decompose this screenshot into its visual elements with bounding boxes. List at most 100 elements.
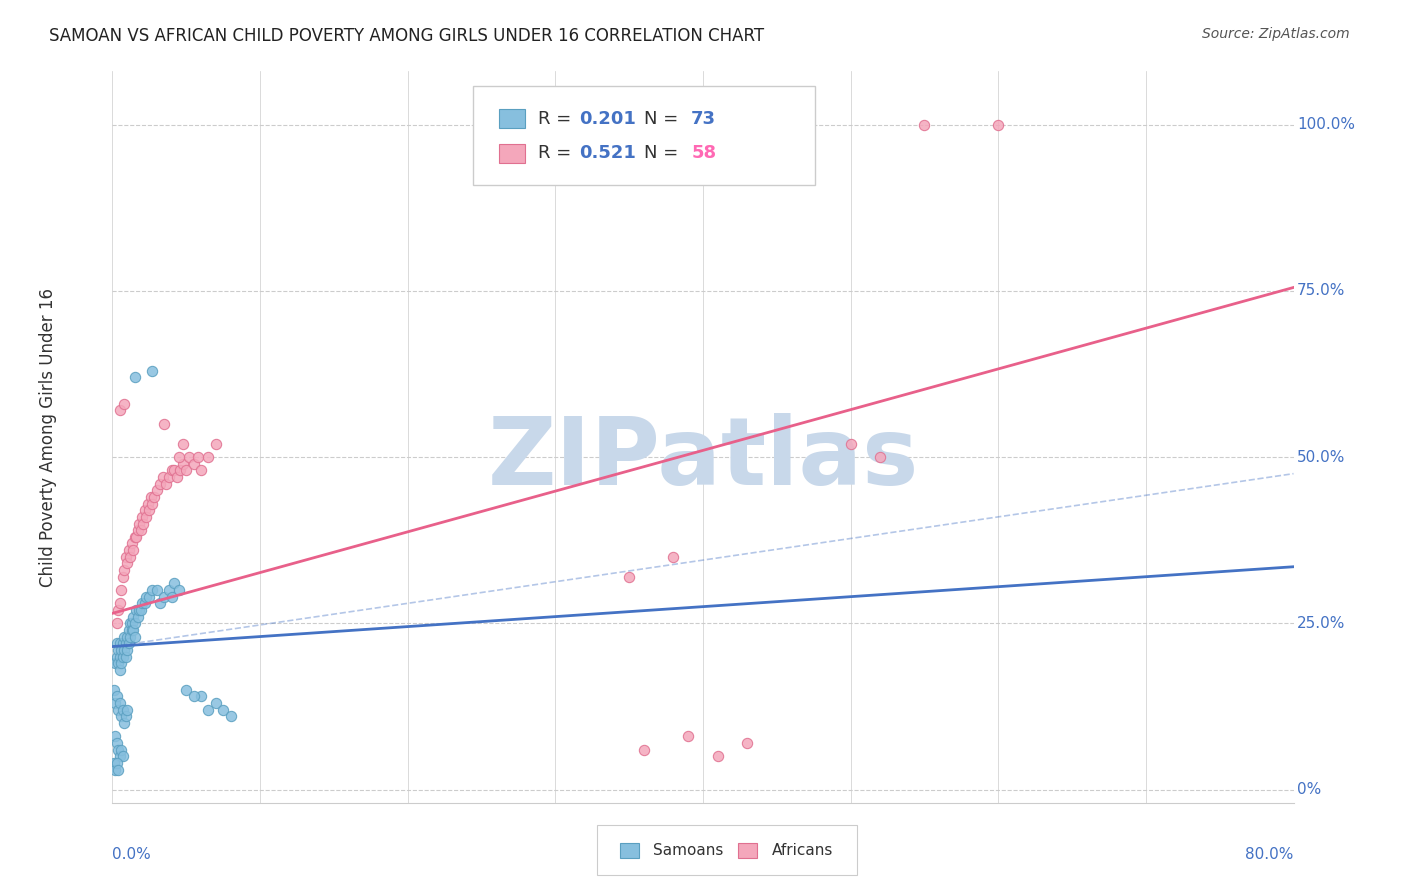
Point: [179, 450, 201, 464]
Text: SAMOAN VS AFRICAN CHILD POVERTY AMONG GIRLS UNDER 16 CORRELATION CHART: SAMOAN VS AFRICAN CHILD POVERTY AMONG GI…: [49, 27, 765, 45]
Text: Child Poverty Among Girls Under 16: Child Poverty Among Girls Under 16: [38, 287, 56, 587]
Point: [105, 690, 128, 704]
Point: [160, 463, 183, 477]
Point: [166, 470, 188, 484]
Point: [120, 616, 142, 631]
Point: [163, 576, 186, 591]
Point: [117, 703, 138, 717]
Point: [107, 643, 129, 657]
Point: [163, 463, 186, 477]
Point: [131, 509, 153, 524]
Text: N =: N =: [644, 110, 683, 128]
Point: [107, 742, 129, 756]
Point: [839, 436, 862, 450]
Point: [111, 636, 134, 650]
Text: Source: ZipAtlas.com: Source: ZipAtlas.com: [1202, 27, 1350, 41]
Point: [128, 516, 150, 531]
Text: 80.0%: 80.0%: [1246, 847, 1294, 862]
Bar: [620, 843, 640, 858]
Point: [869, 450, 891, 464]
Bar: [499, 144, 524, 163]
Point: [124, 530, 146, 544]
Point: [117, 557, 138, 571]
Point: [678, 729, 700, 743]
Text: 25.0%: 25.0%: [1298, 615, 1346, 631]
Point: [108, 403, 131, 417]
Point: [108, 663, 131, 677]
Text: N =: N =: [644, 145, 683, 162]
Point: [125, 530, 148, 544]
Point: [108, 749, 131, 764]
Point: [111, 570, 134, 584]
Point: [129, 523, 152, 537]
Point: [169, 463, 191, 477]
Point: [110, 742, 132, 756]
Point: [183, 690, 205, 704]
Point: [121, 616, 143, 631]
Point: [104, 656, 127, 670]
Point: [135, 509, 157, 524]
Point: [108, 696, 131, 710]
Point: [114, 549, 136, 564]
Point: [633, 742, 655, 756]
Bar: [499, 110, 524, 128]
Point: [190, 690, 212, 704]
Point: [146, 582, 169, 597]
Text: R =: R =: [537, 145, 576, 162]
Point: [104, 729, 127, 743]
Point: [124, 630, 146, 644]
Point: [105, 649, 128, 664]
Point: [152, 470, 174, 484]
Point: [153, 590, 176, 604]
Text: 50.0%: 50.0%: [1298, 450, 1346, 465]
FancyBboxPatch shape: [596, 825, 856, 875]
Point: [129, 603, 152, 617]
Point: [219, 709, 242, 723]
Point: [157, 470, 180, 484]
Point: [131, 596, 153, 610]
Point: [108, 636, 131, 650]
Point: [125, 603, 148, 617]
Point: [112, 716, 135, 731]
Point: [155, 476, 177, 491]
Point: [619, 570, 641, 584]
Point: [114, 709, 136, 723]
Point: [114, 636, 136, 650]
Bar: [738, 843, 758, 858]
Point: [737, 736, 759, 750]
Point: [105, 756, 128, 770]
Point: [141, 582, 163, 597]
Point: [157, 582, 180, 597]
Point: [120, 630, 142, 644]
Point: [127, 609, 149, 624]
Point: [662, 549, 685, 564]
Point: [146, 483, 169, 498]
Text: 73: 73: [692, 110, 716, 128]
Text: 58: 58: [692, 145, 716, 162]
Point: [134, 503, 156, 517]
Point: [117, 643, 138, 657]
Point: [135, 590, 157, 604]
Point: [118, 636, 141, 650]
Point: [142, 490, 165, 504]
Point: [149, 476, 172, 491]
Point: [107, 656, 129, 670]
Point: [124, 370, 146, 384]
Point: [122, 623, 145, 637]
Point: [141, 363, 163, 377]
Point: [127, 523, 149, 537]
Point: [104, 763, 127, 777]
Point: [103, 756, 125, 770]
Point: [105, 616, 128, 631]
Point: [110, 582, 132, 597]
Point: [132, 516, 155, 531]
Point: [138, 503, 160, 517]
Point: [134, 596, 156, 610]
Point: [111, 749, 134, 764]
Point: [108, 649, 131, 664]
Point: [114, 649, 136, 664]
Point: [183, 457, 205, 471]
Point: [167, 582, 190, 597]
Point: [112, 397, 135, 411]
Point: [174, 682, 197, 697]
